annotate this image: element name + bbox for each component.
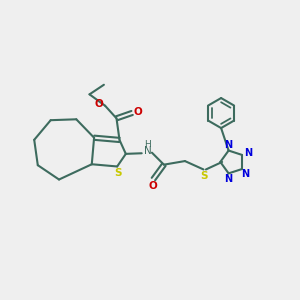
Text: S: S — [200, 171, 208, 181]
Text: O: O — [148, 181, 157, 191]
Text: N: N — [224, 140, 233, 150]
Text: H: H — [144, 140, 151, 149]
Text: S: S — [114, 168, 122, 178]
Text: O: O — [134, 107, 142, 117]
Text: N: N — [244, 148, 252, 158]
Text: N: N — [144, 146, 152, 156]
Text: N: N — [242, 169, 250, 179]
Text: N: N — [224, 174, 232, 184]
Text: O: O — [95, 99, 103, 109]
